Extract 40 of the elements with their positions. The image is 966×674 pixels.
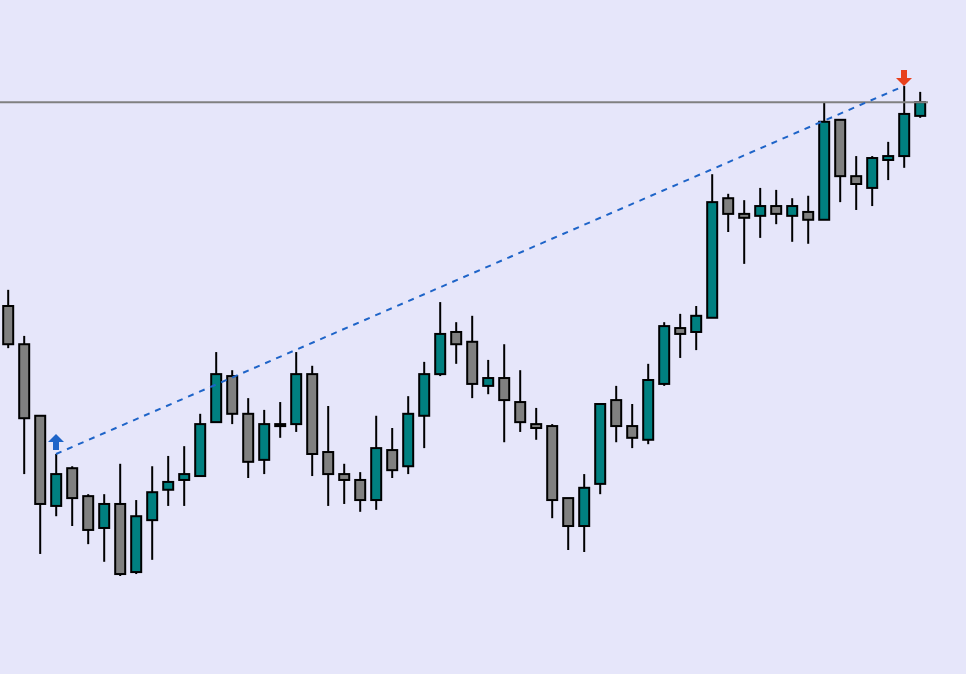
candlestick: [2, 288, 15, 350]
candlestick: [578, 473, 591, 553]
candlestick: [738, 199, 751, 265]
candlestick: [882, 140, 895, 182]
candlestick: [898, 85, 911, 169]
candlestick: [338, 462, 351, 505]
candlestick: [786, 197, 799, 243]
candlestick: [626, 403, 639, 450]
candlestick: [530, 406, 543, 441]
candlestick: [434, 301, 447, 378]
candlestick: [258, 408, 271, 476]
candlestick: [418, 360, 431, 450]
candlestick: [146, 465, 159, 561]
candlestick: [866, 155, 879, 208]
candlestick: [178, 445, 191, 507]
candlestick: [514, 369, 527, 433]
candlestick: [562, 497, 575, 552]
candlestick: [354, 471, 367, 513]
candlestick: [690, 305, 703, 352]
candlestick: [610, 384, 623, 444]
candlestick: [482, 358, 495, 396]
candlestick: [450, 321, 463, 365]
candlestick: [770, 188, 783, 226]
candlestick: [322, 404, 335, 507]
candlestick: [50, 452, 63, 518]
candlestick: [674, 312, 687, 359]
candlestick: [82, 493, 95, 546]
candlestick: [850, 155, 863, 211]
candlestick: [498, 343, 511, 444]
candlestick: [226, 369, 239, 426]
candlestick: [802, 194, 815, 245]
candlestick: [66, 465, 79, 528]
candlestick: [754, 186, 767, 239]
candlestick: [162, 454, 175, 507]
candlestick: [274, 401, 287, 439]
candlestick: [98, 493, 111, 563]
candlestick: [722, 192, 735, 234]
candlestick: [914, 90, 927, 119]
candlestick: [386, 427, 399, 479]
candlestick: [466, 314, 479, 400]
